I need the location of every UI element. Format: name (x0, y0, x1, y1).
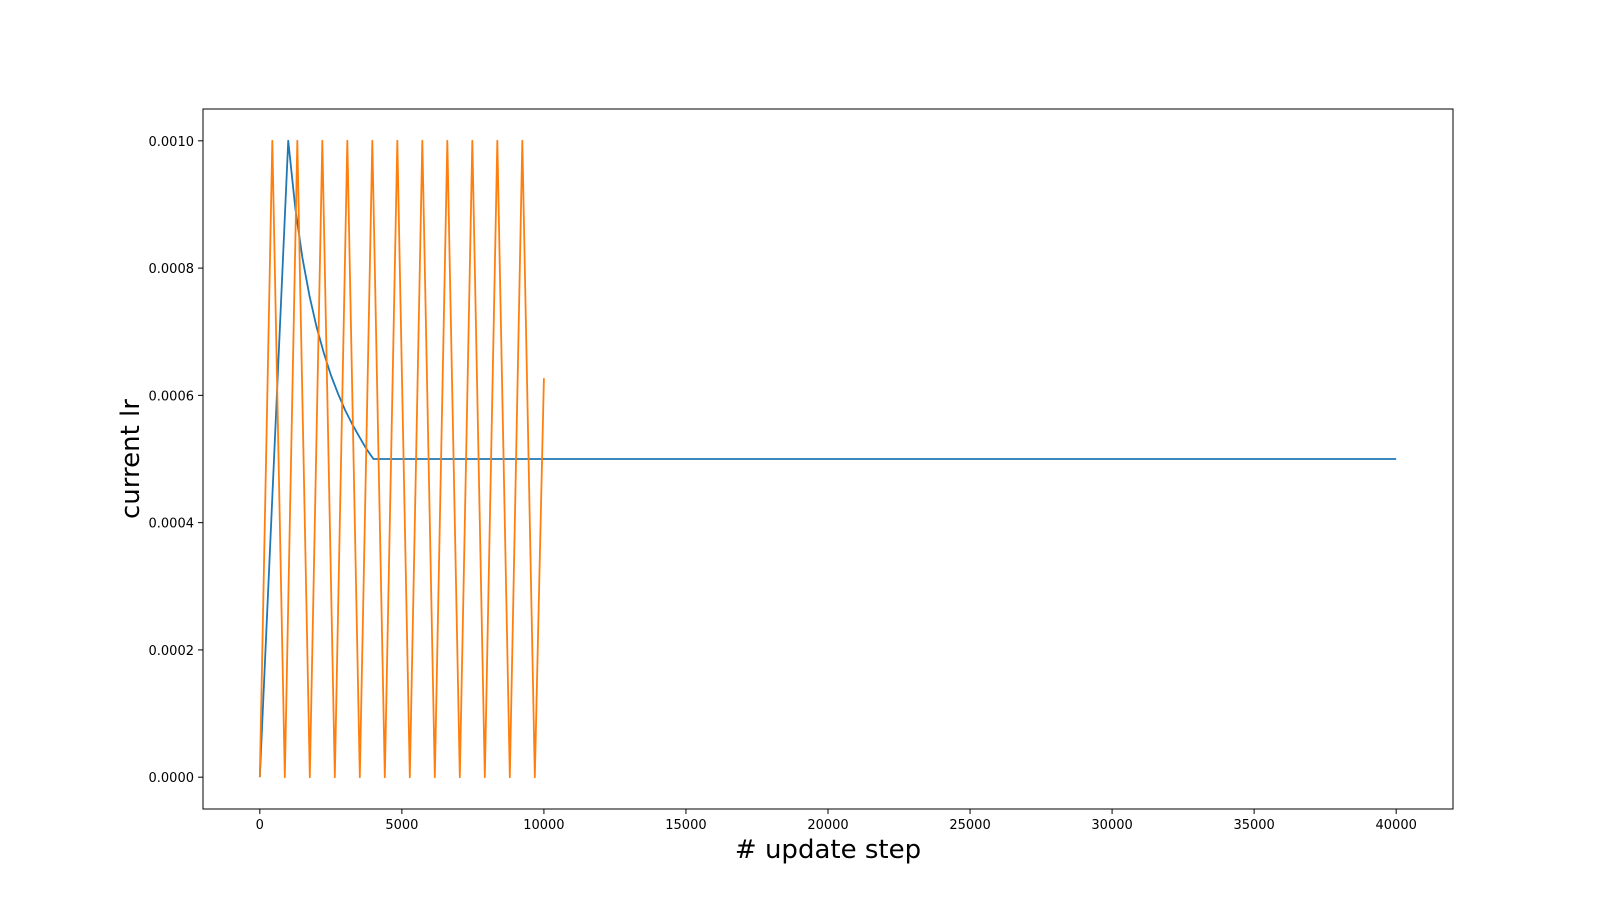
y-tick-label: 0.0006 (149, 389, 195, 404)
series-line-1 (258, 139, 1397, 778)
y-axis-label: current lr (116, 399, 146, 519)
x-tick-label: 0 (256, 818, 264, 833)
series-line-2 (258, 139, 545, 779)
x-axis-label: # update step (735, 835, 921, 865)
x-tick-label: 30000 (1091, 818, 1132, 833)
x-tick-label: 15000 (665, 818, 706, 833)
y-tick-label: 0.0004 (149, 517, 195, 532)
y-tick-label: 0.0010 (149, 135, 195, 150)
x-tick-label: 5000 (385, 818, 418, 833)
x-tick-label: 20000 (807, 818, 848, 833)
series-layer (258, 139, 1397, 779)
y-tick-label: 0.0008 (149, 262, 195, 277)
x-tick-label: 25000 (949, 818, 990, 833)
x-tick-label: 40000 (1376, 818, 1417, 833)
x-tick-label: 10000 (523, 818, 564, 833)
y-axis: 0.0000 0.0002 0.0004 0.0006 0.0008 0.0010 (149, 135, 203, 786)
x-tick-label: 35000 (1233, 818, 1274, 833)
y-tick-label: 0.0002 (149, 644, 195, 659)
x-axis: 0 5000 10000 15000 20000 25000 30000 35000 40000 (256, 809, 1417, 833)
y-tick-label: 0.0000 (149, 771, 195, 786)
